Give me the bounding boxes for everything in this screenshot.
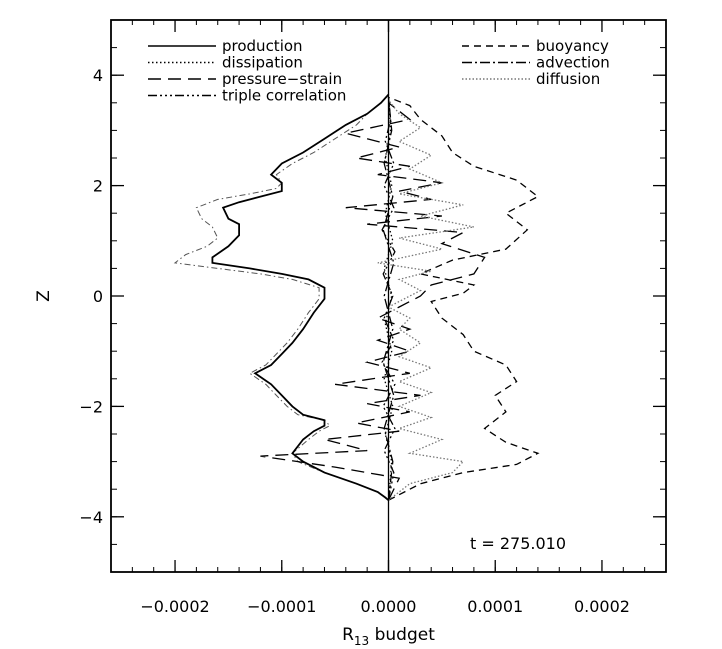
legend-label-advection: advection xyxy=(536,54,610,72)
x-tick-label: 0.0002 xyxy=(574,597,630,616)
axis-ticks: −0.0002 −0.0001 0.0000 0.0001 0.0002 −4 −2 0 2 4 xyxy=(79,19,667,616)
y-tick-label: 4 xyxy=(93,66,103,85)
legend-label-dissipation: dissipation xyxy=(222,54,303,72)
legend-label-pressure-strain: pressure−strain xyxy=(222,70,342,88)
series-line-buoyancy xyxy=(388,96,540,501)
plot-area-border xyxy=(110,19,667,573)
time-annotation: t = 275.010 xyxy=(470,534,566,553)
series-line-advection xyxy=(382,97,395,501)
legend: production dissipation pressure−strain t… xyxy=(148,37,610,105)
series-line-dissipation xyxy=(383,94,394,501)
y-tick-label: 2 xyxy=(93,177,103,196)
y-tick-label: 0 xyxy=(93,287,103,306)
series-line-triple-correlation xyxy=(381,97,396,501)
x-axis-label-subscript: 13 xyxy=(354,634,369,648)
x-tick-label: 0.0001 xyxy=(467,597,523,616)
x-axis-label: R13 budget xyxy=(342,625,435,648)
x-axis-label-main: R xyxy=(342,625,354,645)
legend-label-production: production xyxy=(222,37,303,55)
legend-label-buoyancy: buoyancy xyxy=(536,37,609,55)
x-tick-label: −0.0002 xyxy=(140,597,209,616)
series-line-alt-production xyxy=(173,94,389,501)
series-line-diffusion xyxy=(377,99,475,501)
x-axis-title: R13 budget xyxy=(342,625,435,648)
legend-label-diffusion: diffusion xyxy=(536,70,600,88)
series-line-production xyxy=(211,93,390,501)
y-tick-label: −4 xyxy=(79,508,103,527)
series-layer xyxy=(173,93,540,501)
legend-label-triple-correlation: triple correlation xyxy=(222,87,346,105)
x-tick-label: −0.0001 xyxy=(247,597,316,616)
x-tick-label: 0.0000 xyxy=(361,597,417,616)
y-axis-label: Z xyxy=(34,290,54,302)
x-axis-label-suffix: budget xyxy=(369,625,435,645)
y-tick-label: −2 xyxy=(79,397,103,416)
